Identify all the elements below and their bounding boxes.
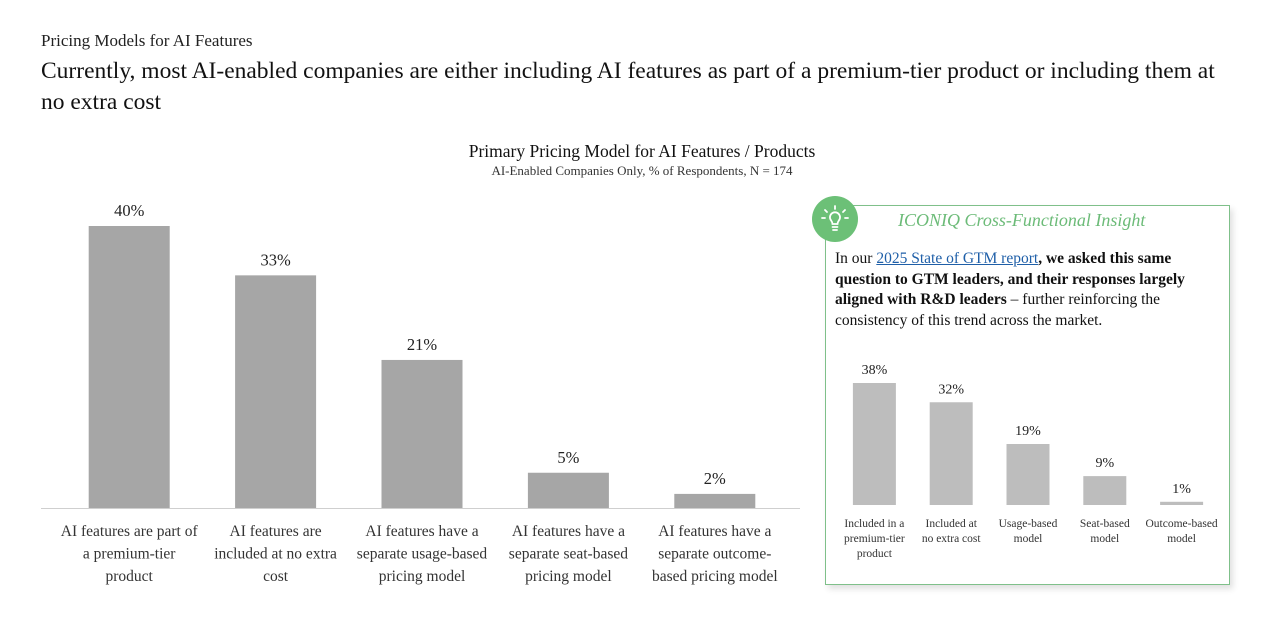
insight-title: ICONIQ Cross-Functional Insight bbox=[898, 210, 1146, 230]
category-label: AI features are bbox=[230, 523, 322, 540]
category-label: AI features are part of bbox=[61, 523, 199, 540]
chart-subtitle: AI-Enabled Companies Only, % of Responde… bbox=[491, 163, 793, 178]
category-label: pricing model bbox=[525, 568, 612, 585]
bar bbox=[381, 359, 463, 508]
category-label: AI features have a bbox=[365, 523, 478, 540]
bar bbox=[527, 472, 609, 508]
data-label: 33% bbox=[260, 250, 291, 269]
category-label: pricing model bbox=[379, 568, 466, 585]
bar bbox=[235, 275, 317, 508]
category-label: separate outcome- bbox=[658, 546, 771, 563]
category-label: included at no extra bbox=[214, 546, 337, 563]
data-label: 5% bbox=[557, 448, 579, 467]
insight-text-prefix: In our bbox=[835, 250, 877, 267]
category-label: cost bbox=[263, 568, 289, 585]
data-label: 2% bbox=[704, 469, 726, 488]
insight-text-rest: – further reinforcing the consistency of… bbox=[835, 291, 1161, 329]
insight-text-bold: , we asked this same question to GTM lea… bbox=[835, 250, 1185, 308]
lightbulb-icon bbox=[812, 196, 858, 242]
data-label: 21% bbox=[407, 335, 438, 354]
category-label: AI features have a bbox=[512, 523, 625, 540]
data-label: 40% bbox=[114, 201, 145, 220]
main-bar-chart: 40% AI features are part of a premium-tier… bbox=[41, 201, 800, 585]
category-label: separate seat-based bbox=[509, 546, 628, 563]
category-label: product bbox=[106, 568, 154, 585]
gtm-report-link[interactable]: 2025 State of GTM report bbox=[876, 250, 1039, 267]
category-label: AI features have a bbox=[658, 523, 771, 540]
bar bbox=[674, 493, 756, 508]
page-headline: Currently, most AI-enabled companies are… bbox=[41, 58, 1215, 115]
chart-title: Primary Pricing Model for AI Features / … bbox=[468, 141, 816, 161]
bar bbox=[88, 226, 170, 508]
section-eyebrow: Pricing Models for AI Features bbox=[41, 31, 253, 50]
category-label: separate usage-based bbox=[357, 546, 488, 563]
insight-text: In our 2025 State of GTM report, we aske… bbox=[835, 249, 1225, 331]
category-label: based pricing model bbox=[652, 568, 778, 585]
category-label: a premium-tier bbox=[83, 546, 176, 563]
